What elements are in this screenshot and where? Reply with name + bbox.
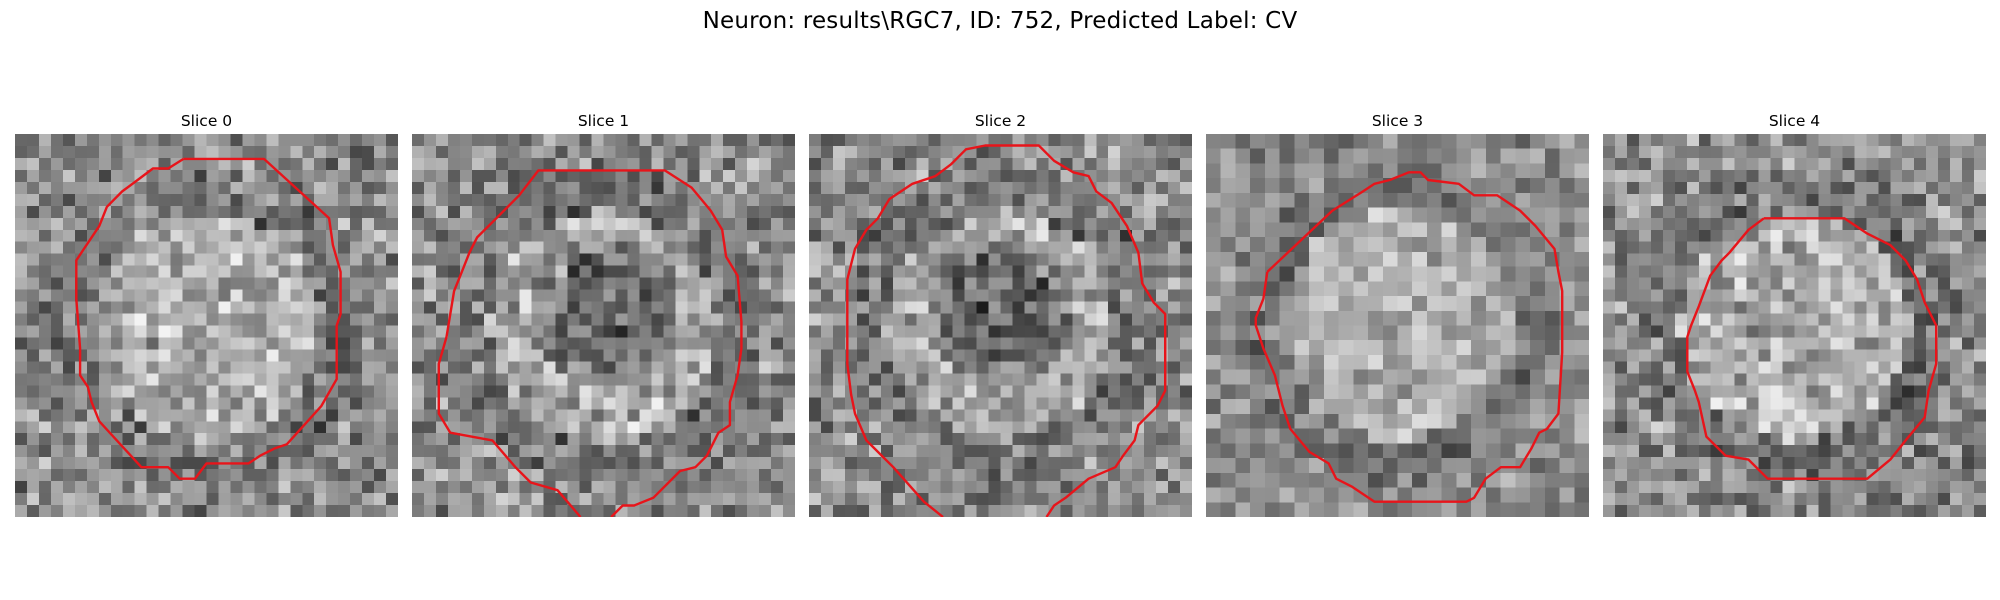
slice-image — [15, 134, 398, 517]
panel-slice-3: Slice 3 — [1206, 108, 1589, 517]
panel-title: Slice 0 — [180, 112, 233, 130]
segmentation-contour — [1686, 217, 1938, 480]
pixel-grid — [412, 134, 795, 517]
segmentation-contour — [1254, 171, 1564, 503]
panel-slice-1: Slice 1 — [412, 108, 795, 517]
panel-slice-4: Slice 4 — [1603, 108, 1986, 517]
segmentation-contour — [75, 157, 342, 480]
panel-title: Slice 1 — [577, 112, 630, 130]
pixel-grid — [1603, 134, 1986, 517]
panel-slice-0: Slice 0 — [15, 108, 398, 517]
slice-image — [412, 134, 795, 517]
slice-image — [1206, 134, 1589, 517]
panel-title: Slice 3 — [1371, 112, 1424, 130]
slice-image — [809, 134, 1192, 517]
panel-slice-2: Slice 2 — [809, 108, 1192, 517]
pixel-grid — [15, 134, 398, 517]
panel-title: Slice 2 — [974, 112, 1027, 130]
pixel-grid — [1206, 134, 1589, 517]
segmentation-contour — [846, 144, 1167, 517]
panel-title: Slice 4 — [1768, 112, 1821, 130]
slice-image — [1603, 134, 1986, 517]
figure-title: Neuron: results\RGC7, ID: 752, Predicted… — [702, 8, 1298, 34]
segmentation-contour — [437, 169, 743, 517]
pixel-grid — [809, 134, 1192, 517]
